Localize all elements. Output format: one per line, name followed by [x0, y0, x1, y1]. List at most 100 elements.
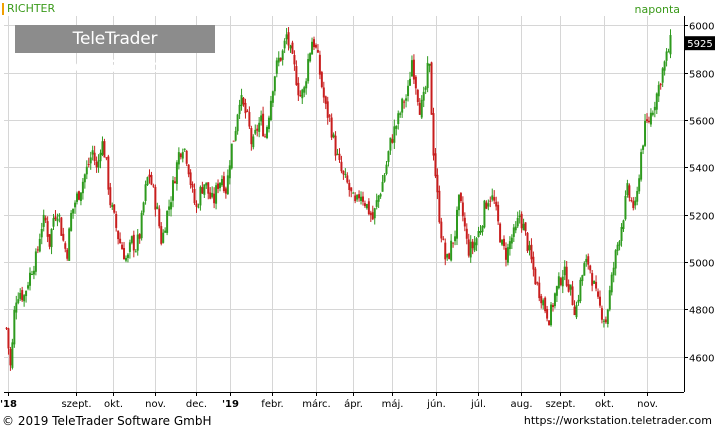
x-tick-label: jún.: [426, 398, 446, 410]
x-tick-label: '18: [0, 399, 17, 410]
candle-body: [649, 112, 652, 125]
candle-body: [313, 39, 316, 48]
candle-body: [344, 173, 347, 175]
footer-url[interactable]: https://workstation.teletrader.com: [523, 414, 712, 427]
candle-body: [593, 280, 596, 284]
candle-body: [201, 187, 204, 194]
candle-body: [579, 279, 582, 302]
candle-body: [591, 273, 594, 286]
candle-body: [544, 297, 547, 312]
candle-body: [661, 68, 664, 83]
x-tick-label: okt.: [104, 399, 123, 410]
candle-body: [93, 152, 96, 162]
candle-body: [371, 212, 374, 220]
candle-body: [295, 66, 298, 85]
candle-body: [542, 300, 545, 306]
candle-body: [659, 83, 662, 86]
candle-body: [630, 199, 633, 201]
candle-body: [524, 222, 527, 232]
candle-body: [450, 240, 453, 261]
candle-body: [40, 229, 43, 238]
candle-body: [83, 174, 86, 183]
price-chart[interactable]: 4600 4800 5000 5200 5400 5600 5800 6000 '18 szept…: [0, 0, 716, 412]
candle-body: [48, 234, 51, 247]
candle-body: [124, 257, 127, 261]
logo-light-text: TeleTrader: [72, 29, 158, 49]
candle-body: [528, 245, 531, 251]
candle-body: [187, 164, 190, 175]
candle-body: [72, 208, 75, 214]
candle-body: [307, 59, 310, 82]
candle-body: [491, 195, 494, 200]
candle-body: [166, 210, 169, 233]
y-tick-label: 5600: [689, 117, 714, 128]
candle-body: [536, 282, 539, 284]
candle-body: [583, 263, 586, 276]
candle-body: [46, 221, 49, 237]
candle-body: [277, 57, 280, 63]
candle-body: [338, 153, 341, 160]
candle-body: [602, 320, 605, 322]
candle-body: [113, 204, 116, 213]
candle-body: [209, 192, 212, 199]
candle-body: [7, 328, 10, 349]
candle-body: [373, 208, 376, 219]
candle-body: [493, 197, 496, 201]
candle-body: [614, 250, 617, 269]
candle-body: [418, 102, 421, 115]
candle-body: [332, 134, 335, 138]
candle-body: [512, 227, 515, 237]
chart-canvas[interactable]: 4600 4800 5000 5200 5400 5600 5800 6000 '18 szept…: [0, 0, 716, 412]
x-tick-label: dec.: [186, 399, 207, 410]
candle-body: [667, 51, 670, 53]
candle-body: [393, 126, 396, 143]
candle-body: [479, 230, 482, 233]
candle-body: [164, 230, 167, 233]
candle-body: [30, 274, 33, 276]
candle-body: [522, 223, 525, 231]
candle-body: [410, 60, 413, 77]
candle-body: [634, 200, 637, 206]
candle-body: [220, 178, 223, 186]
candle-body: [553, 293, 556, 307]
candle-body: [438, 190, 441, 223]
candle-body: [66, 249, 69, 259]
candle-body: [569, 284, 572, 290]
candle-body: [403, 101, 406, 103]
candle-body: [299, 95, 302, 97]
candle-body: [314, 44, 317, 48]
candle-body: [52, 218, 55, 227]
candle-body: [32, 270, 35, 275]
candle-body: [205, 182, 208, 186]
candle-body: [532, 256, 535, 270]
candle-body: [322, 87, 325, 98]
candle-body: [381, 181, 384, 192]
candle-body: [34, 251, 37, 272]
candle-body: [256, 128, 259, 131]
candle-body: [530, 244, 533, 260]
copyright-text: © 2019 TeleTrader Software GmbH: [2, 414, 212, 428]
candle-body: [244, 102, 247, 114]
y-tick-label: 5800: [689, 70, 714, 81]
candle-body: [105, 157, 108, 159]
candle-body: [160, 226, 163, 244]
candle-body: [222, 176, 225, 192]
period-label[interactable]: naponta: [634, 3, 680, 16]
candle-body: [363, 203, 366, 207]
candle-body: [107, 156, 110, 190]
candle-body: [446, 254, 449, 258]
candle-body: [385, 164, 388, 174]
candle-body: [501, 239, 504, 245]
candle-body: [177, 152, 180, 165]
candle-body: [62, 233, 65, 241]
candle-body: [365, 204, 368, 209]
candle-body: [575, 305, 578, 318]
candle-body: [597, 291, 600, 297]
candle-body: [585, 258, 588, 262]
candle-body: [657, 85, 660, 97]
y-tick-label: 5200: [689, 212, 714, 223]
candle-body: [309, 53, 312, 62]
candle-body: [271, 91, 274, 103]
candle-body: [589, 265, 592, 271]
x-tick-label: nov.: [145, 399, 166, 410]
